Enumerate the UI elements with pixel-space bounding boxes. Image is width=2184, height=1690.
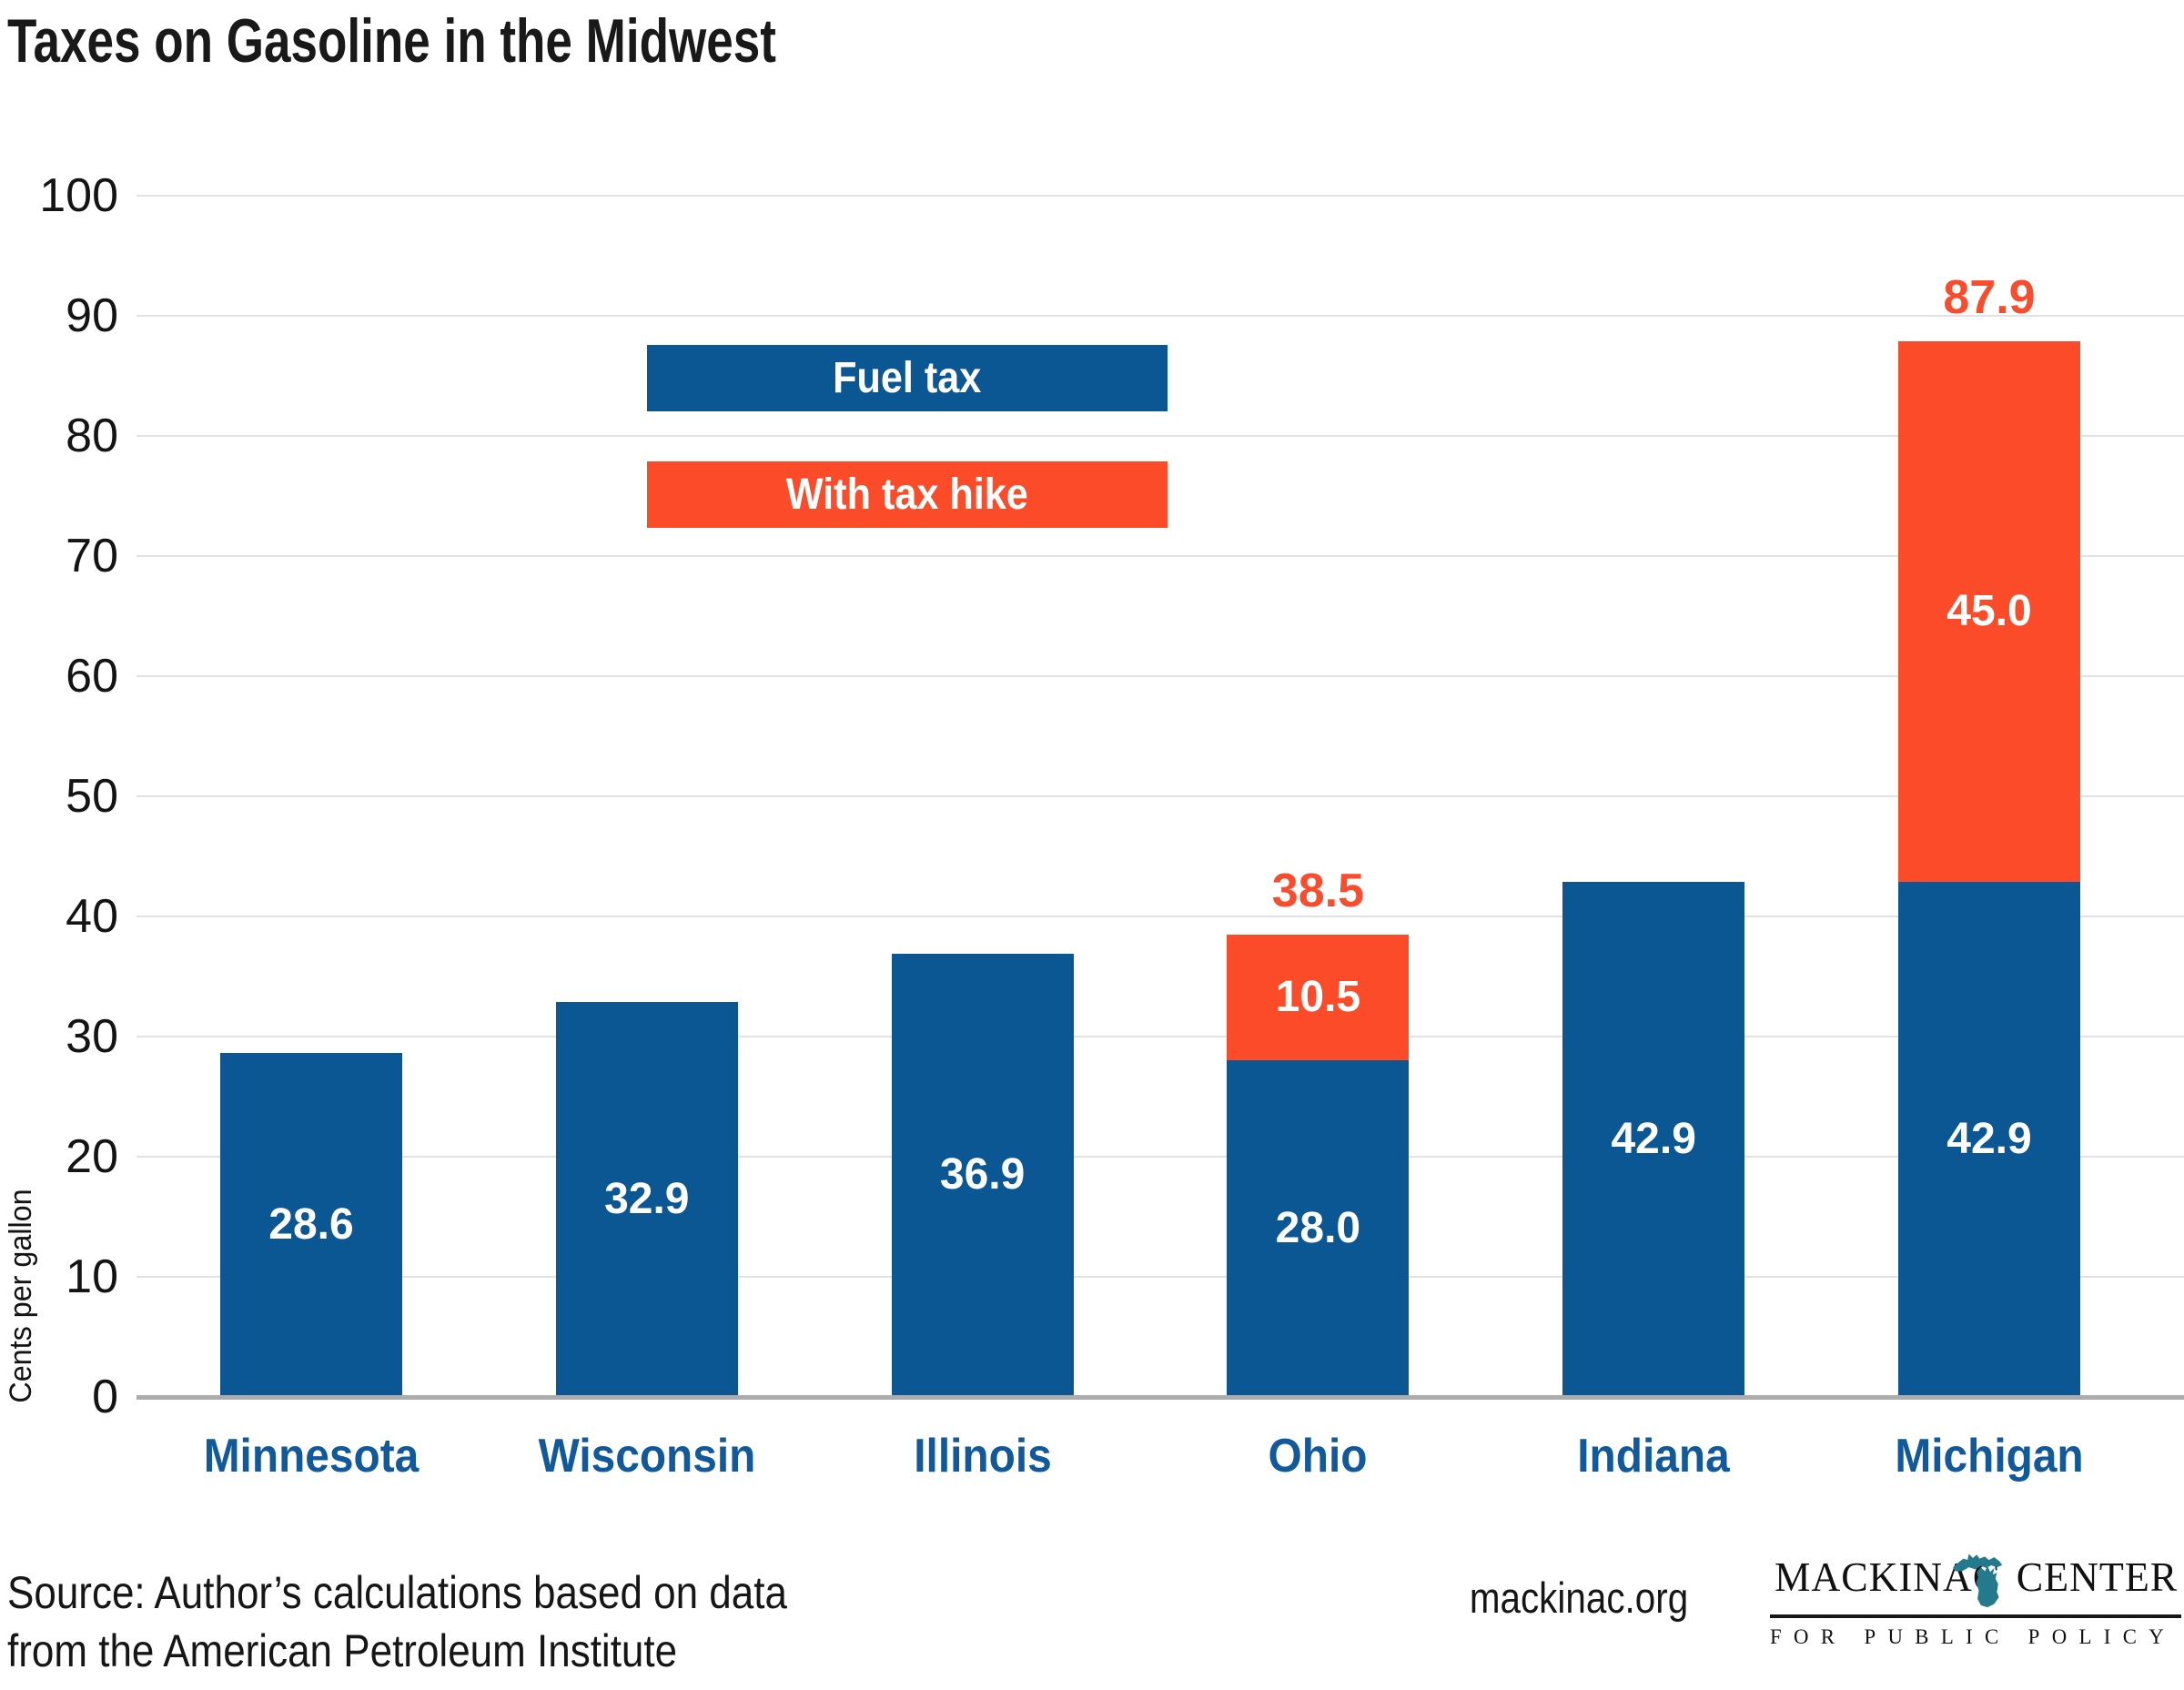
legend-item-fuel-tax: Fuel tax bbox=[647, 345, 1168, 411]
logo-subtitle: FOR PUBLIC POLICY bbox=[1770, 1625, 2177, 1648]
y-tick-label-10: 10 bbox=[66, 1250, 118, 1303]
gridline-100 bbox=[136, 195, 2184, 197]
y-tick-label-30: 30 bbox=[66, 1010, 118, 1063]
chart-title: Taxes on Gasoline in the Midwest bbox=[7, 6, 776, 76]
x-axis-line bbox=[136, 1395, 2184, 1400]
logo-divider-rule bbox=[1770, 1614, 2181, 1618]
bar-value-label-ohio: 28.0 bbox=[1275, 1204, 1361, 1253]
source-note: Source: Author’s calculations based on d… bbox=[7, 1564, 787, 1680]
bar-value-label-michigan: 42.9 bbox=[1946, 1114, 2032, 1163]
legend-label-with-tax-hike: With tax hike bbox=[785, 471, 1029, 519]
mackinac-center-logo: MACKINAC CENTER FOR PUBLIC POLICY bbox=[1770, 1542, 2181, 1649]
michigan-state-icon bbox=[1952, 1553, 2003, 1608]
gridline-60 bbox=[136, 675, 2184, 677]
x-axis-label-minnesota: Minnesota bbox=[203, 1430, 420, 1483]
logo-wordmark: MACKINAC CENTER bbox=[1770, 1542, 2181, 1613]
gridline-20 bbox=[136, 1156, 2184, 1158]
bar-segment-fuel-tax-ohio bbox=[1227, 1060, 1410, 1397]
bar-total-label-michigan: 87.9 bbox=[1943, 270, 2036, 324]
bar-value-label-illinois: 36.9 bbox=[939, 1150, 1026, 1199]
gridline-80 bbox=[136, 435, 2184, 437]
y-tick-label-50: 50 bbox=[66, 770, 118, 823]
bar-value-label-ohio: 10.5 bbox=[1275, 973, 1361, 1022]
x-axis-label-indiana: Indiana bbox=[1577, 1430, 1730, 1483]
gridline-90 bbox=[136, 315, 2184, 317]
y-tick-label-100: 100 bbox=[39, 169, 118, 222]
y-tick-label-20: 20 bbox=[66, 1130, 118, 1183]
y-axis-title: Cents per gallon bbox=[4, 1189, 38, 1403]
y-tick-label-60: 60 bbox=[66, 650, 118, 703]
y-tick-label-70: 70 bbox=[66, 530, 118, 582]
bar-segment-fuel-tax-illinois bbox=[891, 953, 1074, 1397]
x-axis-label-ohio: Ohio bbox=[1268, 1430, 1368, 1483]
bar-total-label-ohio: 38.5 bbox=[1271, 864, 1364, 917]
x-axis-label-illinois: Illinois bbox=[913, 1430, 1052, 1483]
source-line-2: from the American Petroleum Institute bbox=[7, 1625, 678, 1676]
gridline-70 bbox=[136, 555, 2184, 557]
bar-segment-with-tax-hike-ohio bbox=[1227, 934, 1410, 1061]
bar-segment-fuel-tax-indiana bbox=[1562, 881, 1745, 1397]
y-tick-label-40: 40 bbox=[66, 890, 118, 943]
bar-value-label-michigan: 45.0 bbox=[1946, 586, 2032, 635]
bar-segment-fuel-tax-michigan bbox=[1898, 881, 2080, 1397]
gridline-40 bbox=[136, 916, 2184, 917]
bar-value-label-wisconsin: 32.9 bbox=[604, 1174, 690, 1223]
gridline-30 bbox=[136, 1036, 2184, 1037]
website-url: mackinac.org bbox=[1469, 1574, 1689, 1622]
bar-segment-fuel-tax-minnesota bbox=[220, 1053, 402, 1397]
y-tick-label-80: 80 bbox=[66, 410, 118, 462]
gridline-50 bbox=[136, 795, 2184, 797]
x-axis-label-wisconsin: Wisconsin bbox=[538, 1430, 756, 1483]
bar-value-label-minnesota: 28.6 bbox=[268, 1200, 354, 1250]
legend-item-with-tax-hike: With tax hike bbox=[647, 461, 1168, 528]
x-axis-label-michigan: Michigan bbox=[1895, 1430, 2084, 1483]
logo-word-center: CENTER bbox=[2016, 1553, 2179, 1600]
legend-label-fuel-tax: Fuel tax bbox=[833, 354, 982, 402]
bar-segment-with-tax-hike-michigan bbox=[1898, 340, 2080, 882]
bar-segment-fuel-tax-wisconsin bbox=[555, 1001, 738, 1397]
gridline-10 bbox=[136, 1276, 2184, 1278]
y-tick-label-0: 0 bbox=[92, 1371, 118, 1423]
y-tick-label-90: 90 bbox=[66, 289, 118, 342]
source-line-1: Source: Author’s calculations based on d… bbox=[7, 1567, 787, 1618]
bar-value-label-indiana: 42.9 bbox=[1611, 1114, 1696, 1163]
